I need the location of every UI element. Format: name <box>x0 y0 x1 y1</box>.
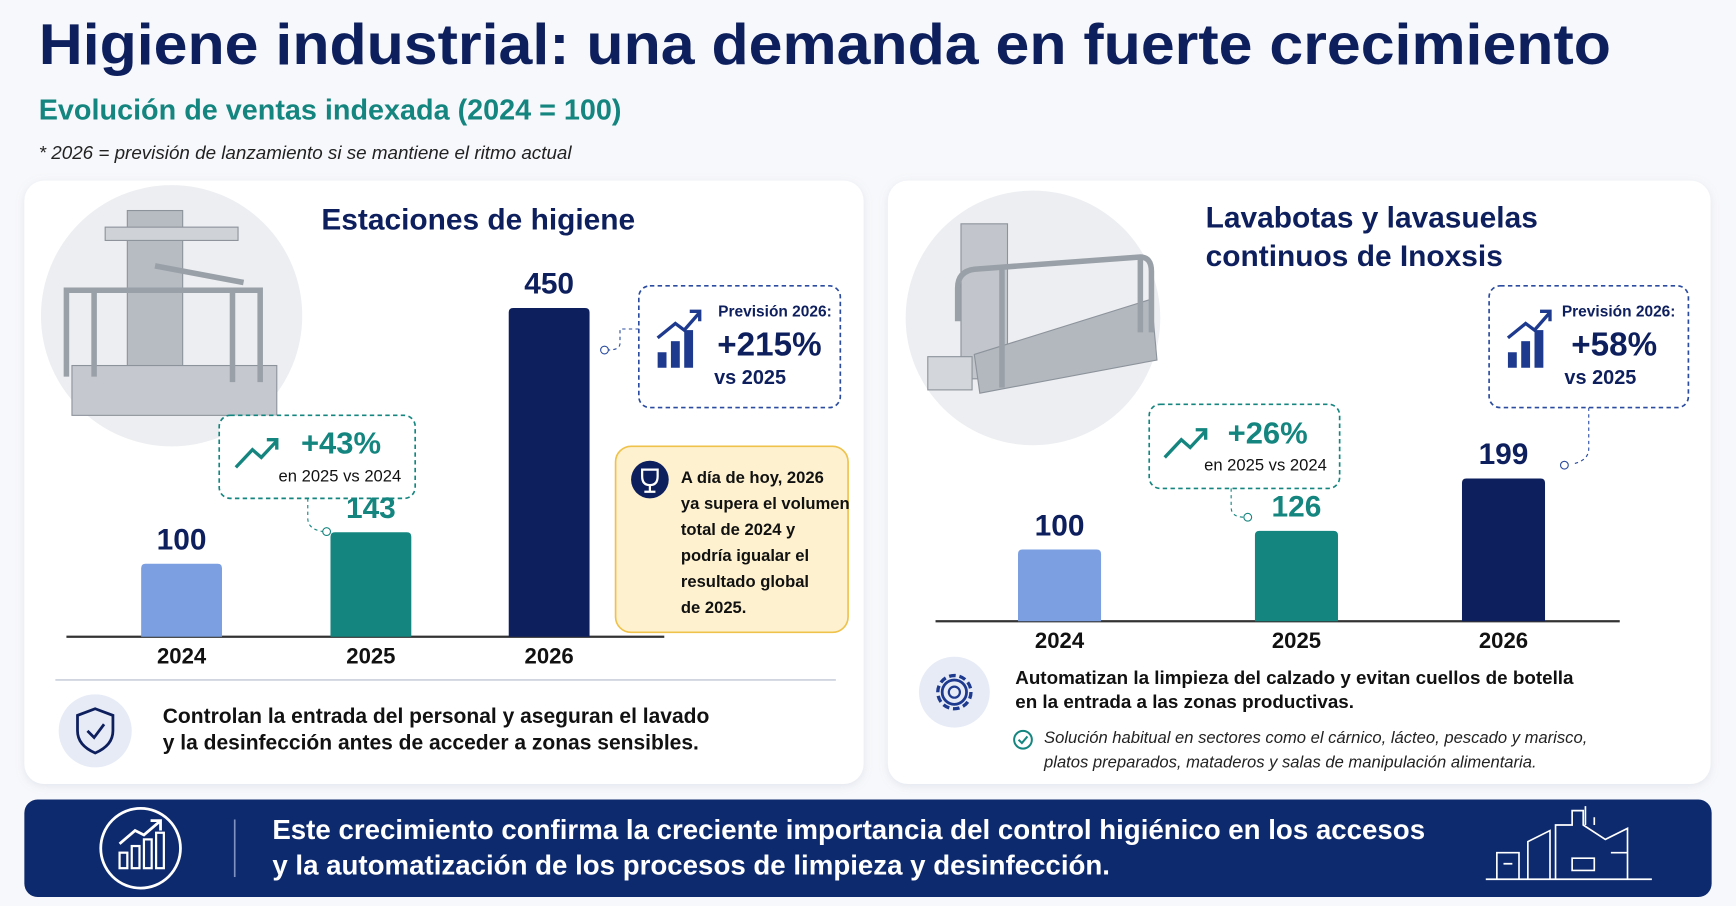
highlight-line: podría igualar el <box>681 546 809 565</box>
value-label: 100 <box>157 523 207 556</box>
x-tick-label: 2026 <box>1479 628 1528 653</box>
x-tick-label: 2024 <box>1035 628 1085 653</box>
forecast-heading: Previsión 2026: <box>718 303 832 320</box>
footer-text: y la desinfección antes de acceder a zon… <box>163 732 699 755</box>
banner-text: y la automatización de los procesos de l… <box>272 849 1110 880</box>
growth-value: +26% <box>1228 415 1308 450</box>
x-tick-label: 2025 <box>346 644 395 669</box>
footer-text: Controlan la entrada del personal y aseg… <box>163 705 710 728</box>
banner-text: Este crecimiento confirma la creciente i… <box>272 814 1425 845</box>
bar <box>508 307 590 637</box>
shield-icon <box>58 694 132 768</box>
growth-label: en 2025 vs 2024 <box>279 467 402 486</box>
panel-title: continuos de Inoxsis <box>1206 240 1503 273</box>
panel-title: Lavabotas y lavasuelas <box>1206 201 1538 234</box>
check-icon <box>1013 729 1033 750</box>
x-tick-label: 2024 <box>157 644 207 669</box>
subtitle: Evolución de ventas indexada (2024 = 100… <box>39 95 622 127</box>
growth-value: +43% <box>301 425 381 460</box>
value-label: 199 <box>1479 438 1529 471</box>
footer-text: en la entrada a las zonas productivas. <box>1015 691 1354 712</box>
forecast-value: +215% <box>717 326 821 363</box>
forecast-heading: Previsión 2026: <box>1562 303 1676 320</box>
growth-callout <box>1148 403 1341 522</box>
bar <box>141 563 222 637</box>
forecast-callout <box>600 284 842 409</box>
x-tick-label: 2025 <box>1272 628 1321 653</box>
bar <box>1254 530 1338 622</box>
highlight-line: total de 2024 y <box>681 520 796 539</box>
note: * 2026 = previsión de lanzamiento si se … <box>39 142 573 163</box>
highlight-line: ya supera el volumen <box>681 494 850 513</box>
banner <box>24 799 1712 897</box>
forecast-callout <box>1488 284 1690 470</box>
bar <box>330 532 412 637</box>
footnote: Solución habitual en sectores como el cá… <box>1044 728 1587 747</box>
highlight-box <box>614 445 849 634</box>
highlight-line: de 2025. <box>681 598 747 617</box>
growth-label: en 2025 vs 2024 <box>1204 456 1327 475</box>
value-label: 100 <box>1035 509 1085 542</box>
forecast-label: vs 2025 <box>714 367 786 389</box>
product-image <box>905 190 1161 446</box>
product-image <box>40 185 303 447</box>
banner-icon <box>99 807 182 890</box>
factory-icon <box>1485 806 1652 881</box>
growth-callout <box>218 414 417 537</box>
highlight-line: resultado global <box>681 572 809 591</box>
value-label: 450 <box>524 268 574 301</box>
highlight-line: A día de hoy, 2026 <box>681 468 824 487</box>
forecast-label: vs 2025 <box>1564 367 1636 389</box>
forecast-value: +58% <box>1571 326 1657 363</box>
gear-icon <box>918 656 990 728</box>
highlight-text: A día de hoy, 2026 ya supera el volumen to… <box>681 468 850 617</box>
panel-title: Estaciones de higiene <box>321 203 635 236</box>
value-label: 143 <box>346 492 396 525</box>
x-tick-label: 2026 <box>525 644 574 669</box>
value-label: 126 <box>1272 491 1322 524</box>
bar <box>1461 478 1546 622</box>
page-title: Higiene industrial: una demanda en fuert… <box>39 13 1611 77</box>
bar <box>1018 549 1102 622</box>
footer-text: Automatizan la limpieza del calzado y ev… <box>1015 667 1574 688</box>
footnote: platos preparados, mataderos y salas de … <box>1043 752 1537 771</box>
